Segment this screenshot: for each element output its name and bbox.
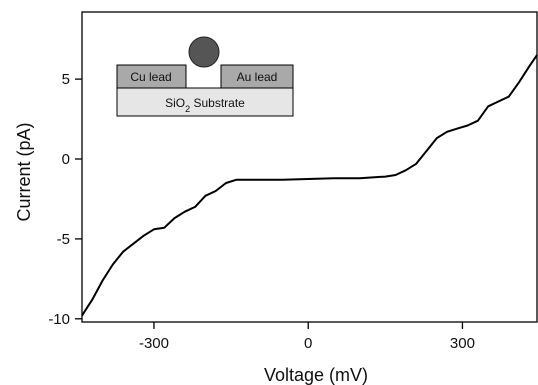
x-tick-label: 300 [450,335,475,352]
plot-frame [81,11,538,323]
y-tick-label: 5 [62,71,70,88]
y-axis: -10 -5 0 5 [48,71,82,328]
y-axis-label: Current (pA) [14,122,34,221]
au-lead-label: Au lead [237,70,278,84]
device-schematic-inset: Cu lead Au lead SiO2 Substrate [116,36,294,117]
au-lead-block [220,64,294,89]
substrate-label-main: SiO [165,96,185,110]
x-tick-label: -300 [139,335,169,352]
x-tick-label: 0 [304,335,312,352]
x-axis-label: Voltage (mV) [264,365,368,385]
nanoparticle [188,36,220,68]
substrate-label: SiO2 Substrate [165,96,245,114]
y-tick-label: 0 [62,151,70,168]
current-voltage-curve [81,54,538,317]
y-tick-label: -5 [57,231,70,248]
cu-lead-block [116,64,187,89]
substrate-label-subscript: 2 [185,104,190,114]
y-tick-label: -10 [48,311,70,328]
cu-lead-label: Cu lead [130,70,171,84]
x-axis: -300 0 300 [139,322,475,352]
substrate-label-rest: Substrate [190,96,245,110]
substrate-block [116,87,294,117]
